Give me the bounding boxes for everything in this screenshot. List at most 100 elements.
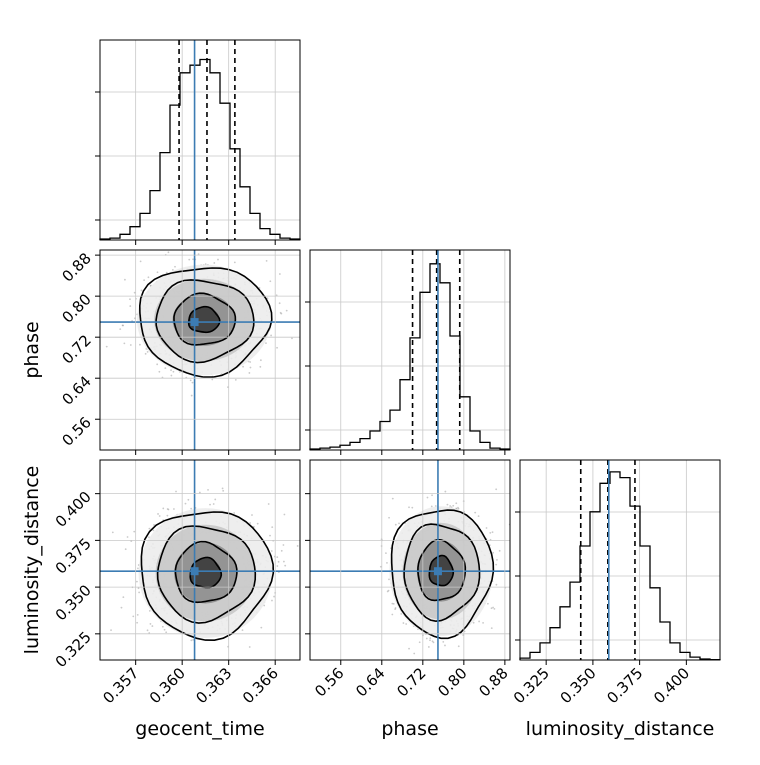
scatter-point [190,394,193,397]
scatter-point [282,544,285,546]
scatter-point [163,628,166,631]
scatter-point [278,302,281,305]
scatter-point [398,522,400,525]
density-fill [189,557,222,589]
scatter-point [172,370,175,373]
scatter-point [388,516,390,519]
x-axis-label-luminosity_distance: luminosity_distance [526,718,715,740]
scatter-point [278,273,281,275]
scatter-point [133,530,136,533]
y-tick-label: 0.88 [58,249,94,285]
scatter-point [283,513,286,516]
scatter-point [280,549,283,552]
scatter-point [209,503,211,506]
scatter-point [498,549,501,552]
contour-line [138,267,273,378]
scatter-point [171,268,174,271]
contour-line [173,292,237,346]
x-tick-label: 0.56 [311,664,347,700]
scatter-point [137,567,139,570]
scatter-point [457,645,460,648]
scatter-point [121,324,124,327]
scatter-point [482,622,484,624]
scatter-point [149,623,152,625]
x-tick-label: 0.400 [650,664,693,707]
scatter-point [136,613,139,616]
scatter-point [492,606,494,609]
scatter-point [490,607,493,610]
scatter-point [143,279,146,282]
truth-marker [190,567,199,576]
scatter-point [442,640,445,643]
scatter-point [427,646,430,648]
scatter-point [105,345,108,348]
panel-frame [519,459,721,661]
scatter-point [123,342,126,345]
x-tick-label: 0.80 [434,664,470,700]
scatter-point [291,337,293,340]
scatter-point [192,258,194,261]
scatter-point [492,551,495,554]
scatter-point [296,545,299,547]
scatter-point [251,514,253,516]
scatter-point [188,258,191,261]
scatter-point [214,498,217,501]
scatter-point [270,334,273,337]
scatter-point [394,523,397,526]
scatter-point [126,536,129,538]
scatter-point [161,625,164,628]
scatter-point [280,312,283,315]
scatter-point [449,505,452,507]
scatter-point [267,503,270,505]
x-tick-label: 0.88 [475,664,511,700]
scatter-point [495,563,498,566]
x-axis-label-geocent_time: geocent_time [135,718,264,740]
scatter-point [129,305,132,307]
scatter-point [221,487,224,490]
scatter-point [197,253,200,256]
y-tick-label: 0.325 [52,628,95,671]
scatter-point [153,524,155,526]
histogram-phase [305,249,511,455]
contour-line [140,511,275,642]
scatter-point [405,623,408,625]
scatter-point [387,589,390,592]
scatter-point [132,615,135,618]
density-fill [188,307,220,333]
scatter-point [265,260,268,262]
scatter-point [426,496,429,499]
scatter-point [146,351,149,353]
scatter-point [241,629,244,632]
scatter-point [283,560,285,563]
scatter-point [222,489,225,492]
panel-frame [309,249,511,451]
scatter-point [190,247,192,249]
scatter-point [234,379,237,381]
scatter-point [495,488,498,491]
scatter-point [432,641,435,644]
scatter-point [192,638,195,641]
y-axis-label-phase: phase [21,321,43,378]
scatter-point [431,640,434,643]
scatter-point [165,271,168,274]
histogram-step-luminosity_distance [519,471,721,661]
scatter-point [392,602,395,605]
scatter-point [452,504,455,507]
x-tick-label: 0.360 [146,664,189,707]
scatter-point [259,359,262,362]
scatter-point [124,548,127,551]
scatter-point [164,367,167,370]
y-axis-label-luminosity_distance: luminosity_distance [21,466,43,655]
scatter-point [129,298,131,301]
scatter-point [285,309,288,312]
scatter-point [187,498,190,501]
scatter-point [174,241,176,243]
scatter-point [431,494,433,497]
scatter-point [391,497,394,500]
scatter-point [269,280,272,283]
scatter-point [270,550,273,552]
scatter-point [276,346,278,349]
